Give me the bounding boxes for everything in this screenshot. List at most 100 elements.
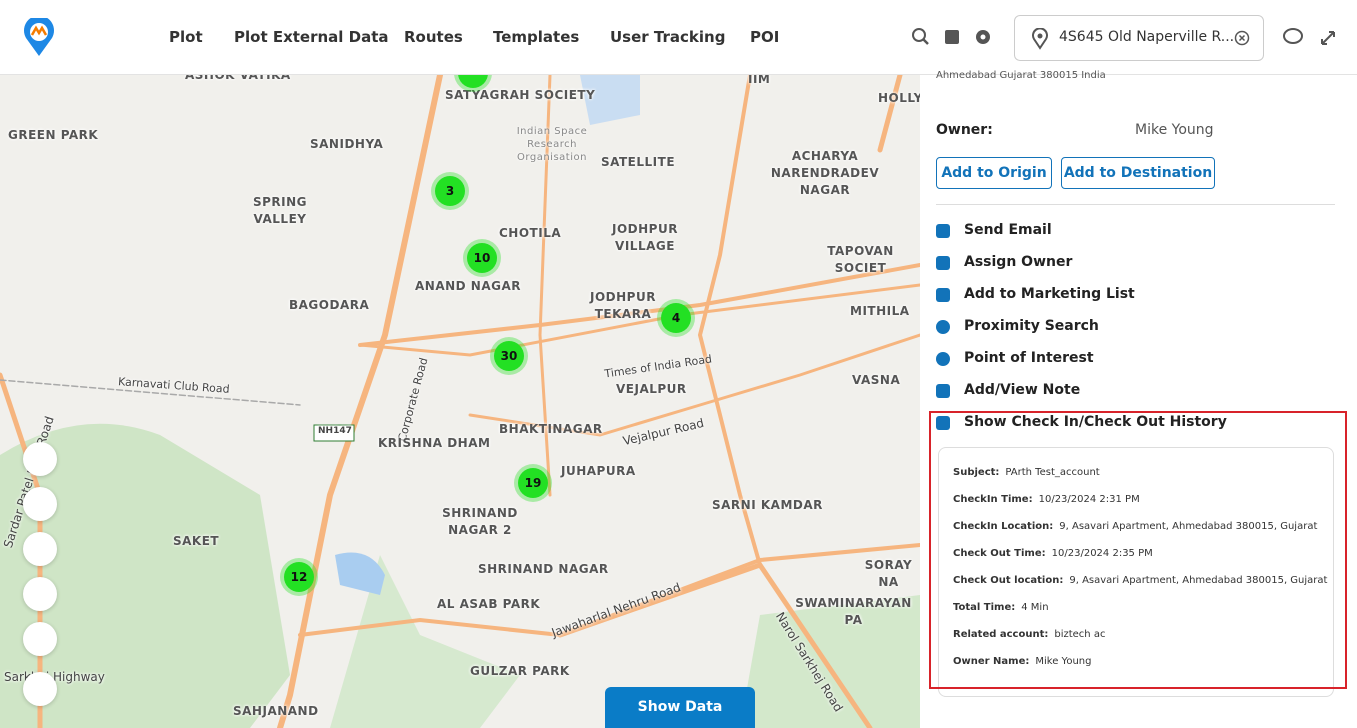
map-label: VASNA <box>852 373 901 387</box>
clear-icon[interactable] <box>1234 30 1250 46</box>
park <box>330 555 520 728</box>
map-label: GULZAR PARK <box>470 664 570 678</box>
map-label: JODHPUR VILLAGE <box>612 222 678 253</box>
map-label: SANIDHYA <box>310 137 384 151</box>
park <box>0 423 290 728</box>
header: Plot Plot External Data Routes Templates… <box>0 0 1357 75</box>
field-label: Check Out Time: <box>953 548 1046 559</box>
map-label: KRISHNA DHAM <box>378 436 491 450</box>
nav-item[interactable]: Templates <box>493 28 580 46</box>
field-value: PArth Test_account <box>1005 467 1100 478</box>
field-label: Total Time: <box>953 602 1016 613</box>
nav-item[interactable]: POI <box>750 28 780 46</box>
tool-button[interactable] <box>23 487 57 521</box>
action[interactable]: Send Email <box>964 222 1052 238</box>
action[interactable]: Assign Owner <box>964 254 1073 270</box>
show-data-button[interactable]: Show Data <box>605 687 755 728</box>
history-row: CheckIn Location: 9, Asavari Apartment, A… <box>953 521 1317 532</box>
field-value: 10/23/2024 2:31 PM <box>1038 494 1140 505</box>
map-label: Indian Space Research Organisation <box>516 126 588 163</box>
icon <box>936 416 950 430</box>
map-label: IIM <box>748 75 771 86</box>
tool-button[interactable] <box>23 577 57 611</box>
history-row: Total Time: 4 Min <box>953 602 1049 613</box>
map-label: GREEN PARK <box>8 128 99 142</box>
address-fragment: Ahmedabad Gujarat 380015 India <box>936 70 1106 81</box>
owner-value: Mike Young <box>1135 122 1214 138</box>
add-destination-button[interactable]: Add to Destination <box>1061 157 1215 189</box>
nav-item[interactable]: User Tracking <box>610 28 726 46</box>
icon <box>936 320 950 334</box>
owner-label: Owner: <box>936 122 993 138</box>
map-label: JUHAPURA <box>561 464 636 478</box>
field-label: Related account: <box>953 629 1049 640</box>
map-label: VEJALPUR <box>616 382 687 396</box>
history-row: Subject: PArth Test_account <box>953 467 1100 478</box>
add-origin-button[interactable]: Add to Origin <box>936 157 1052 189</box>
cluster[interactable]: 19 <box>518 468 548 498</box>
map-roads <box>0 75 920 728</box>
cluster[interactable]: 10 <box>467 243 497 273</box>
action[interactable]: Add/View Note <box>964 382 1081 398</box>
water <box>580 75 640 125</box>
nav-item[interactable]: Plot External Data <box>234 28 389 46</box>
major-roads <box>0 75 920 728</box>
map-label: MITHILA <box>850 304 910 318</box>
cluster[interactable]: 4 <box>661 303 691 333</box>
water <box>335 552 385 595</box>
action[interactable]: Point of Interest <box>964 350 1094 366</box>
map-label: SAHJANAND <box>233 704 319 718</box>
detail-panel: Ahmedabad Gujarat 380015 India Owner: Mi… <box>920 70 1357 728</box>
tool-button[interactable] <box>23 672 57 706</box>
map-label: SATELLITE <box>601 155 676 169</box>
nav-item[interactable]: Routes <box>404 28 463 46</box>
field-value: 9, Asavari Apartment, Ahmedabad 380015, … <box>1069 575 1328 586</box>
icon <box>936 352 950 366</box>
field-label: Subject: <box>953 467 1000 478</box>
action[interactable]: Add to Marketing List <box>964 286 1135 302</box>
field-value: 10/23/2024 2:35 PM <box>1051 548 1153 559</box>
tool-button[interactable] <box>23 442 57 476</box>
field-label: Check Out location: <box>953 575 1064 586</box>
cluster[interactable]: 12 <box>284 562 314 592</box>
icon <box>936 256 950 270</box>
road-shield: NH147 <box>318 426 352 436</box>
cluster[interactable]: 3 <box>435 176 465 206</box>
field-label: CheckIn Time: <box>953 494 1033 505</box>
field-value: Mike Young <box>1035 656 1092 667</box>
pin-icon <box>1032 28 1048 50</box>
map-label: JODHPUR TEKARA <box>590 290 656 321</box>
map-label: SWAMINARAYAN PA <box>795 596 912 627</box>
cluster[interactable] <box>458 75 488 88</box>
header-icons[interactable] <box>910 26 1000 50</box>
map[interactable]: NH147 ASHOK VATIKA SATYAGRAH SOCIETY IIM… <box>0 75 920 728</box>
field-value: 9, Asavari Apartment, Ahmedabad 380015, … <box>1059 521 1318 532</box>
nav-item[interactable]: Plot <box>169 28 203 46</box>
icon <box>936 384 950 398</box>
divider <box>936 204 1335 205</box>
map-label: ANAND NAGAR <box>415 279 522 293</box>
history-card: Subject: PArth Test_account CheckIn Time:… <box>938 447 1334 697</box>
tool-button[interactable] <box>23 622 57 656</box>
header-icons-right[interactable] <box>1282 26 1342 50</box>
map-label: SORAY NA <box>864 558 913 589</box>
field-value: 4 Min <box>1021 602 1049 613</box>
address-search[interactable]: 4S645 Old Naperville R... <box>1014 15 1264 61</box>
history-row: Owner Name: Mike Young <box>953 656 1091 667</box>
action[interactable]: Proximity Search <box>964 318 1099 334</box>
map-label: HOLLY <box>878 91 920 105</box>
action[interactable]: Show Check In/Check Out History <box>964 414 1227 430</box>
map-label: SATYAGRAH SOCIETY <box>445 88 596 102</box>
map-label: BAGODARA <box>289 298 370 312</box>
address-text: 4S645 Old Naperville R... <box>1059 29 1235 45</box>
map-label: ASHOK VATIKA <box>185 75 291 82</box>
tool-button[interactable] <box>23 532 57 566</box>
map-label: SAKET <box>173 534 220 548</box>
field-value: biztech ac <box>1054 629 1106 640</box>
map-label: CHOTILA <box>499 226 562 240</box>
icon <box>936 224 950 238</box>
field-label: CheckIn Location: <box>953 521 1054 532</box>
map-label: SARNI KAMDAR <box>712 498 823 512</box>
cluster[interactable]: 30 <box>494 341 524 371</box>
